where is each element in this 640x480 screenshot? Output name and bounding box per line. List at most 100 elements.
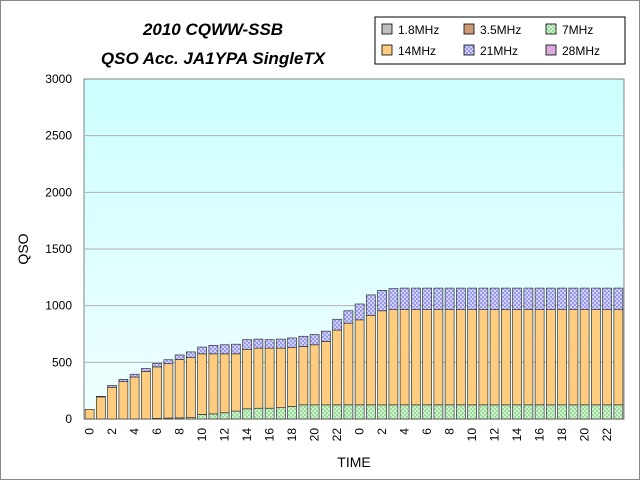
x-tick-label: 10 [465,428,479,442]
y-tick-labels: 0 500 1000 1500 2000 2500 3000 [45,72,72,426]
x-tick-label: 14 [510,428,524,442]
bar-segment-21mhz [354,303,365,321]
bar-segment-21mhz [489,287,500,310]
bar-segment-14mhz [523,309,534,406]
legend-label: 3.5MHz [480,23,521,37]
legend: 1.8MHz 3.5MHz 7MHz 14MHz 21MHz 28MHz [374,16,626,65]
bar-segment-14mhz [444,309,455,406]
bar-segment-14mhz [467,309,477,406]
bar-segment-7mhz [366,404,376,420]
bar-segment-14mhz [433,309,444,406]
bar-segment-14mhz [276,347,286,409]
bar-segment-7mhz [231,410,241,420]
bar-segment-14mhz [186,357,196,418]
x-tick-label: 4 [128,428,142,435]
bar-segment-14mhz [602,309,612,406]
bar-segment-21mhz [107,385,117,388]
x-tick-label: 6 [420,428,434,435]
x-tick-label: 8 [173,428,187,435]
bar-segment-21mhz [377,290,387,312]
bar-segment-21mhz [174,354,185,360]
legend-swatch [381,44,393,56]
bar-segment-14mhz [321,341,331,406]
bar-segment-21mhz [96,395,106,398]
x-tick-label: 20 [308,428,322,442]
bar-segment-7mhz [377,404,387,420]
bar-segment-7mhz [613,404,624,420]
bar-segment-21mhz [186,351,196,358]
bar-segment-21mhz [602,287,612,310]
bar-segment-14mhz [287,347,297,407]
bar-segment-7mhz [422,404,432,420]
bar-segment-21mhz [422,287,432,310]
bar-segment-7mhz [523,404,534,420]
bar-segment-7mhz [467,404,477,420]
bar-segment-21mhz [388,288,399,310]
x-tick-label: 22 [330,428,344,442]
bar-segment-21mhz [478,287,489,310]
bar-segment-14mhz [557,309,567,406]
bar-segment-21mhz [534,287,545,310]
bar-stacks [84,287,624,420]
bar-segment-21mhz [129,373,140,378]
x-tick-label: 18 [285,428,299,442]
bar-segment-21mhz [242,339,252,350]
bar-segment-14mhz [84,409,95,420]
bar-segment-21mhz [321,330,331,342]
bar-segment-21mhz [152,363,162,368]
bar-segment-21mhz [467,287,477,310]
bar-segment-21mhz [512,287,522,310]
bar-segment-7mhz [534,404,545,420]
bar-segment-7mhz [276,407,286,420]
bar-segment-14mhz [264,347,275,409]
bar-segment-7mhz [208,413,219,420]
bar-segment-7mhz [309,404,320,420]
legend-label: 14MHz [398,44,436,58]
bar-segment-14mhz [118,381,129,420]
bar-segment-21mhz [579,287,590,310]
bar-segment-7mhz [591,404,601,420]
bar-segment-7mhz [354,404,365,420]
legend-swatch [545,23,557,35]
bar-segment-7mhz [388,404,399,420]
bar-segment-7mhz [478,404,489,420]
x-tick-label: 6 [150,428,164,435]
legend-swatch [381,23,393,35]
bar-segment-21mhz [456,287,466,310]
bar-segment-14mhz [546,309,556,406]
bar-segment-14mhz [231,353,241,412]
bar-segment-21mhz [366,294,376,316]
bar-segment-21mhz [197,346,207,355]
bar-segment-14mhz [197,353,207,415]
bar-segment-21mhz [219,344,230,355]
bar-segment-7mhz [264,407,275,420]
bar-segment-7mhz [444,404,455,420]
x-tick-label: 22 [600,428,614,442]
bar-segment-21mhz [141,368,151,372]
bar-segment-14mhz [456,309,466,406]
bar-segment-14mhz [343,322,354,406]
bar-segment-7mhz [399,404,410,420]
x-tick-label: 0 [353,428,367,435]
bar-segment-14mhz [332,329,342,406]
bar-segment-14mhz [377,310,387,406]
bar-segment-7mhz [332,404,342,420]
legend-label: 1.8MHz [398,23,439,37]
x-tick-label: 4 [398,428,412,435]
bar-segment-14mhz [512,309,522,406]
legend-label: 28MHz [562,44,600,58]
bar-segment-14mhz [96,396,106,420]
bar-segment-7mhz [602,404,612,420]
x-tick-label: 0 [83,428,97,435]
bar-segment-21mhz [444,287,455,310]
y-tick-label: 2000 [45,185,72,199]
bar-segment-7mhz [456,404,466,420]
chart-title-line-2: QSO Acc. JA1YPA SingleTX [101,49,327,68]
x-tick-label: 2 [375,428,389,435]
x-tick-label: 16 [263,428,277,442]
bar-segment-14mhz [591,309,601,406]
x-tick-labels: 0 2 4 6 8 10 12 14 16 18 20 22 0 2 4 6 8 10 12 14 16 18 20 22 [83,428,615,442]
x-tick-label: 2 [105,428,119,435]
bar-segment-14mhz [208,353,219,415]
bar-segment-21mhz [546,287,556,310]
